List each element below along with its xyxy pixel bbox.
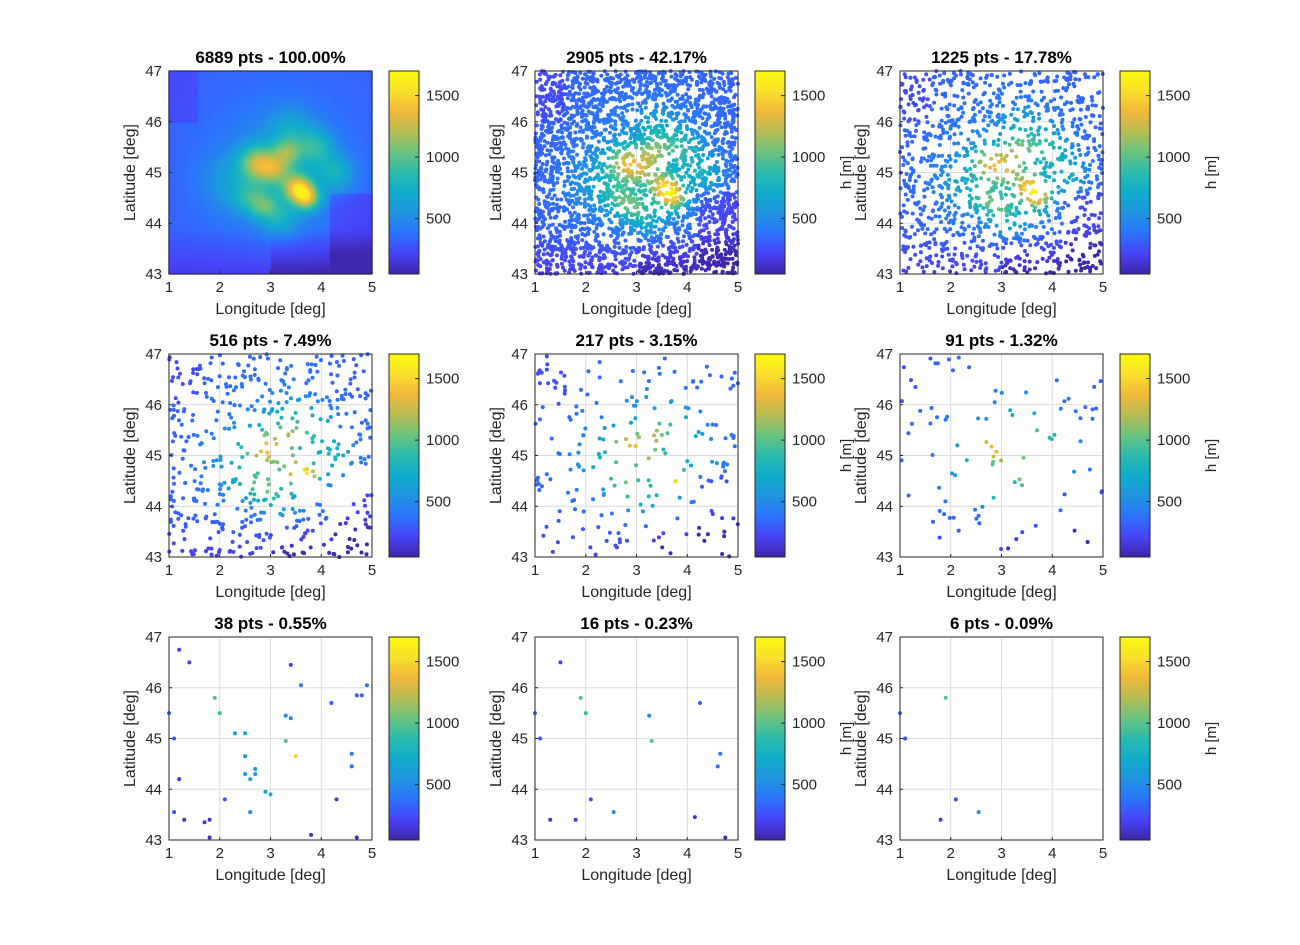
scatter-points xyxy=(168,70,373,275)
